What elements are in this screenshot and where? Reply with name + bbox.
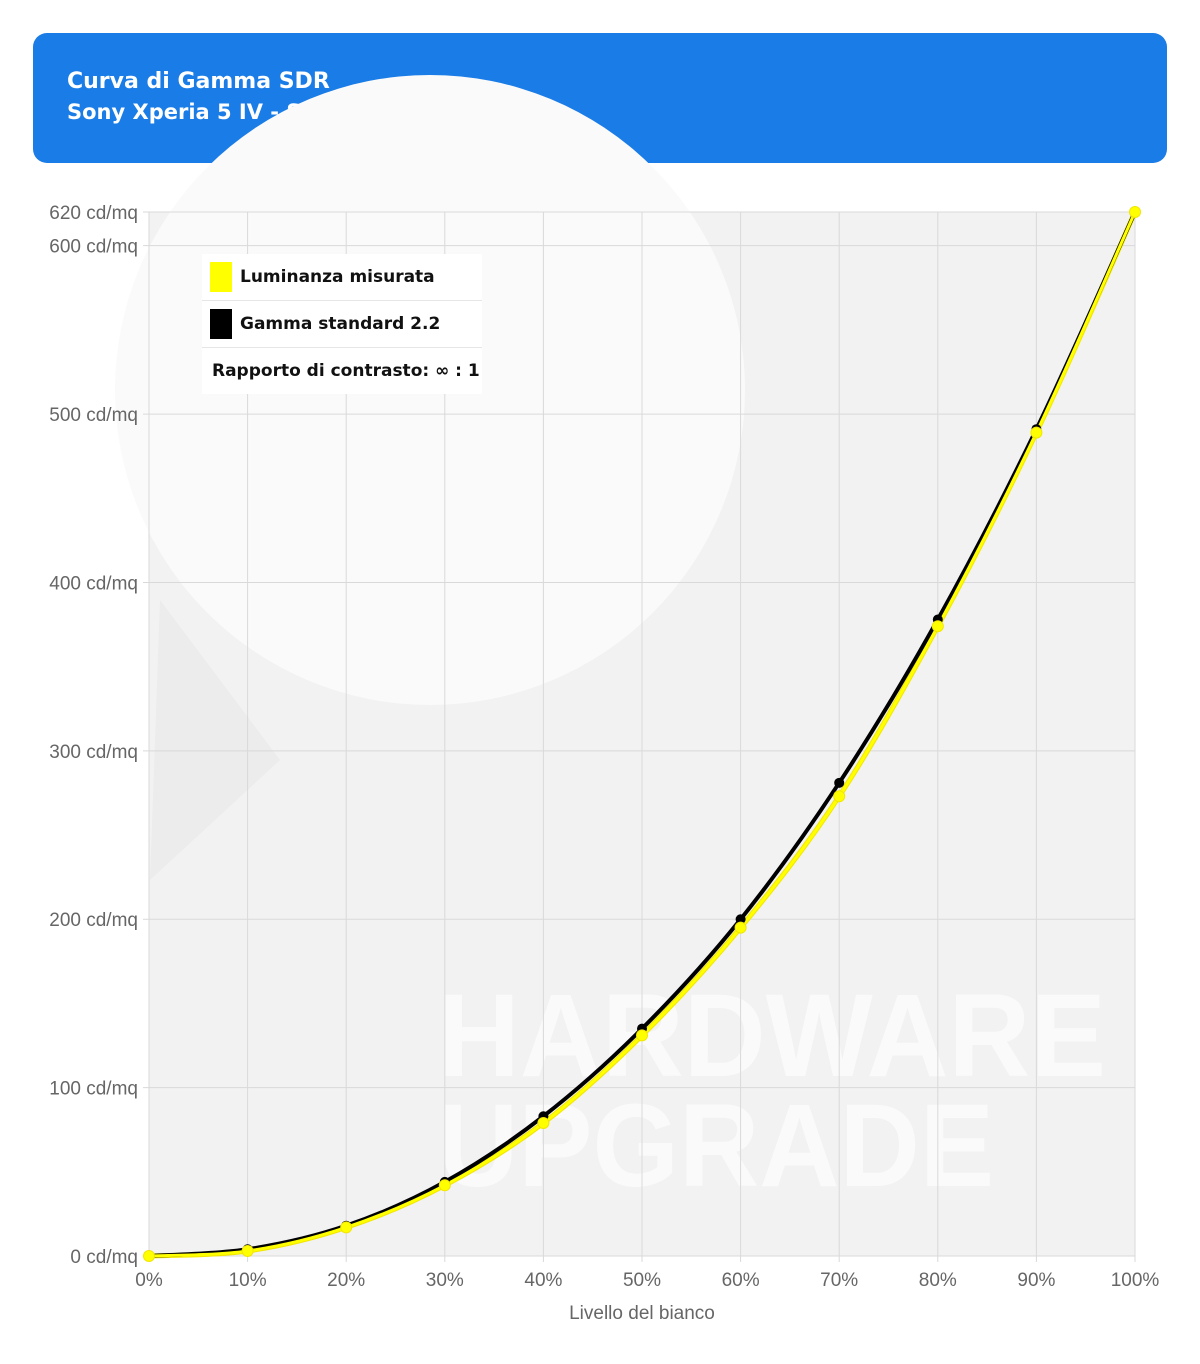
legend-label-measured: Luminanza misurata <box>240 267 435 287</box>
x-tick-label: 50% <box>623 1270 661 1291</box>
x-tick-label: 70% <box>820 1270 858 1291</box>
measured-point <box>438 1179 451 1192</box>
measured-point <box>340 1221 353 1234</box>
x-tick-label: 30% <box>426 1270 464 1291</box>
watermark-logo-shard <box>150 600 280 880</box>
x-tick-label: 90% <box>1017 1270 1055 1291</box>
x-tick-label: 0% <box>135 1270 163 1291</box>
y-tick-label: 400 cd/mq <box>49 573 138 594</box>
chart-title: Curva di Gamma SDR <box>67 69 330 94</box>
x-tick-label: 10% <box>229 1270 267 1291</box>
measured-point <box>833 790 846 803</box>
legend-swatch-gamma <box>210 309 232 339</box>
y-tick-label: 300 cd/mq <box>49 742 138 763</box>
y-tick-label: 100 cd/mq <box>49 1079 138 1100</box>
measured-point <box>931 620 944 633</box>
watermark-text-line2: UPGRADE <box>438 1080 994 1212</box>
gamma-point <box>834 777 845 788</box>
measured-point <box>241 1244 254 1257</box>
measured-point <box>1129 206 1141 218</box>
measured-point <box>537 1116 550 1129</box>
x-tick-label: 40% <box>524 1270 562 1291</box>
y-tick-label: 500 cd/mq <box>49 405 138 426</box>
chart-legend: Luminanza misurata Gamma standard 2.2 Ra… <box>202 254 482 394</box>
y-tick-label: 200 cd/mq <box>49 910 138 931</box>
contrast-ratio-text: Rapporto di contrasto: ∞ : 1 <box>212 361 480 381</box>
contrast-ratio: Rapporto di contrasto: ∞ : 1 <box>202 348 482 394</box>
gamma-point <box>735 914 746 925</box>
y-tick-label: 600 cd/mq <box>49 237 138 258</box>
x-tick-label: 60% <box>722 1270 760 1291</box>
legend-item-gamma: Gamma standard 2.2 <box>202 301 482 348</box>
y-tick-label: 0 cd/mq <box>70 1247 138 1268</box>
x-tick-label: 20% <box>327 1270 365 1291</box>
x-axis-title: Livello del bianco <box>569 1303 715 1324</box>
x-tick-label: 80% <box>919 1270 957 1291</box>
legend-label-gamma: Gamma standard 2.2 <box>240 314 441 334</box>
x-tick-label: 100% <box>1111 1270 1160 1291</box>
legend-item-measured: Luminanza misurata <box>202 254 482 301</box>
watermark-text-line1: HARDWARE <box>438 970 1106 1102</box>
y-tick-label: 620 cd/mq <box>49 203 138 224</box>
measured-point <box>734 921 747 934</box>
legend-swatch-measured <box>210 262 232 292</box>
measured-point <box>143 1250 155 1262</box>
measured-point <box>636 1029 648 1042</box>
measured-point <box>1030 426 1043 439</box>
